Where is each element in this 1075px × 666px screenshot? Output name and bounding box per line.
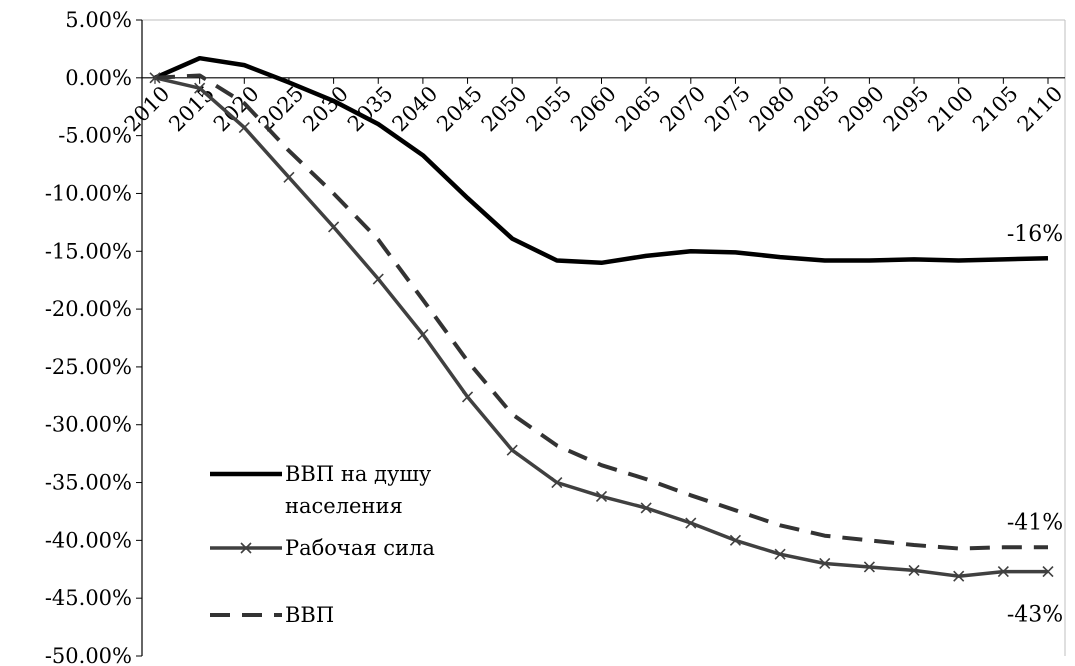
x-marker xyxy=(238,121,250,134)
series-line-0 xyxy=(154,55,1049,266)
y-tick-label: 5.00% xyxy=(65,8,132,32)
legend-label: Рабочая сила xyxy=(285,536,435,560)
x-tick-label: 2020 xyxy=(209,81,264,136)
x-marker xyxy=(283,171,295,183)
y-tick-label: -20.00% xyxy=(45,297,132,321)
x-tick-label: 2100 xyxy=(923,81,978,136)
annotations: -16% -41% -43% xyxy=(1007,222,1063,627)
x-tick-label: 2095 xyxy=(879,81,934,136)
x-tick-labels: 2010201520202025203020352040204520502055… xyxy=(120,81,1068,136)
y-tick-label: -30.00% xyxy=(45,413,132,437)
x-marker xyxy=(149,72,161,84)
y-tick-label: -25.00% xyxy=(45,355,132,379)
x-marker xyxy=(372,273,384,285)
x-marker xyxy=(908,564,920,576)
legend: ВВП на душу населения Рабочая сила ВВП xyxy=(210,462,435,627)
x-tick-label: 2075 xyxy=(700,81,755,136)
x-marker xyxy=(953,570,965,582)
x-tick-label: 2070 xyxy=(655,81,710,136)
x-marker xyxy=(461,391,474,403)
x-marker xyxy=(685,517,697,529)
y-tick-label: -50.00% xyxy=(45,644,132,666)
y-tick-label: 0.00% xyxy=(65,66,132,90)
x-tick-label: 2085 xyxy=(789,81,844,136)
x-marker xyxy=(1042,566,1054,578)
annotation-label: -16% xyxy=(1007,222,1063,247)
x-tick-label: 2050 xyxy=(477,81,532,136)
x-tick-label: 2025 xyxy=(254,81,309,136)
annotation-label: -41% xyxy=(1007,510,1063,535)
x-tick-label: 2055 xyxy=(522,81,577,136)
x-marker xyxy=(328,221,340,233)
x-marker xyxy=(417,328,429,341)
x-marker xyxy=(506,444,518,456)
x-marker xyxy=(595,490,608,502)
y-tick-label: -15.00% xyxy=(45,239,132,263)
x-marker xyxy=(551,476,563,489)
y-tick-label: -35.00% xyxy=(45,471,132,495)
y-tick-labels: 5.00% 0.00% -5.00% -10.00% -15.00% -20.00% -25… xyxy=(45,8,132,666)
x-marker xyxy=(240,542,252,554)
x-marker xyxy=(863,561,875,573)
legend-label: ВВП xyxy=(285,603,334,627)
x-tick-label: 2040 xyxy=(388,81,443,136)
x-tick-label: 2015 xyxy=(164,81,219,136)
y-tick-label: -10.00% xyxy=(45,181,132,205)
legend-label: населения xyxy=(285,494,403,518)
x-tick-label: 2110 xyxy=(1013,81,1068,136)
annotation-label: -43% xyxy=(1007,603,1063,628)
x-marker xyxy=(640,502,652,514)
x-marker xyxy=(729,534,742,546)
series-line-2 xyxy=(154,73,1048,551)
series-markers xyxy=(149,72,1054,582)
x-marker xyxy=(194,82,206,94)
y-tick-label: -40.00% xyxy=(45,528,132,552)
x-tick-label: 2045 xyxy=(432,81,487,136)
x-tick-label: 2060 xyxy=(566,81,621,136)
x-marker xyxy=(819,557,831,570)
x-tick-label: 2065 xyxy=(611,81,666,136)
y-tick-label: -5.00% xyxy=(58,124,132,148)
x-tick-label: 2105 xyxy=(968,81,1023,136)
x-tick-label: 2090 xyxy=(834,81,889,136)
legend-label: ВВП на душу xyxy=(285,462,432,486)
x-tick-label: 2080 xyxy=(745,81,800,136)
y-tick-label: -45.00% xyxy=(45,586,132,610)
x-marker xyxy=(997,566,1009,578)
x-marker xyxy=(774,548,786,560)
axes xyxy=(136,19,1066,657)
